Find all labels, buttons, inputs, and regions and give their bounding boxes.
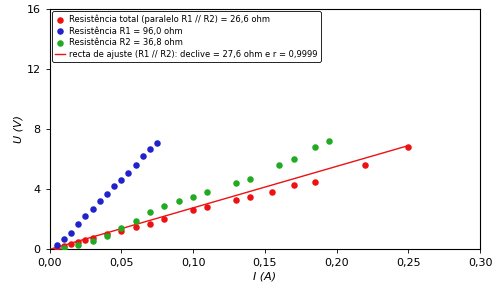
Resistência total (paralelo R1 // R2) = 26,6 ohm [189, 208, 197, 213]
Resistência R2 = 36,8 ohm [160, 204, 168, 208]
Resistência R2 = 36,8 ohm [203, 190, 211, 195]
Resistência total (paralelo R1 // R2) = 26,6 ohm [232, 197, 240, 202]
Resistência total (paralelo R1 // R2) = 26,6 ohm [311, 180, 319, 184]
Resistência R1 = 96,0 ohm [117, 178, 125, 182]
Resistência R1 = 96,0 ohm [74, 222, 82, 226]
Resistência R1 = 96,0 ohm [67, 231, 75, 235]
Resistência total (paralelo R1 // R2) = 26,6 ohm [247, 194, 254, 199]
Resistência total (paralelo R1 // R2) = 26,6 ohm [89, 236, 97, 240]
Resistência R2 = 36,8 ohm [275, 163, 283, 168]
Resistência total (paralelo R1 // R2) = 26,6 ohm [290, 182, 297, 187]
Resistência R1 = 96,0 ohm [153, 140, 161, 145]
Resistência R2 = 36,8 ohm [146, 209, 154, 214]
Y-axis label: U (V): U (V) [13, 115, 24, 143]
Resistência R2 = 36,8 ohm [103, 233, 111, 238]
Resistência total (paralelo R1 // R2) = 26,6 ohm [74, 240, 82, 244]
X-axis label: I (A): I (A) [253, 271, 276, 281]
Resistência R1 = 96,0 ohm [146, 146, 154, 151]
Resistência R1 = 96,0 ohm [132, 163, 140, 168]
Resistência total (paralelo R1 // R2) = 26,6 ohm [103, 232, 111, 237]
Resistência R2 = 36,8 ohm [232, 181, 240, 186]
Resistência R1 = 96,0 ohm [110, 184, 118, 189]
Resistência R2 = 36,8 ohm [132, 218, 140, 223]
Resistência total (paralelo R1 // R2) = 26,6 ohm [117, 229, 125, 234]
Resistência R1 = 96,0 ohm [124, 170, 132, 175]
Resistência total (paralelo R1 // R2) = 26,6 ohm [404, 145, 412, 149]
Resistência R2 = 36,8 ohm [326, 139, 334, 143]
Resistência R1 = 96,0 ohm [139, 154, 147, 158]
Resistência R1 = 96,0 ohm [60, 237, 68, 241]
Resistência total (paralelo R1 // R2) = 26,6 ohm [132, 224, 140, 229]
Resistência R2 = 36,8 ohm [74, 242, 82, 247]
Resistência R2 = 36,8 ohm [60, 246, 68, 250]
Resistência R1 = 96,0 ohm [89, 206, 97, 211]
Resistência total (paralelo R1 // R2) = 26,6 ohm [146, 222, 154, 226]
Resistência R1 = 96,0 ohm [96, 199, 104, 204]
Resistência total (paralelo R1 // R2) = 26,6 ohm [268, 190, 276, 195]
Resistência total (paralelo R1 // R2) = 26,6 ohm [67, 242, 75, 246]
Resistência total (paralelo R1 // R2) = 26,6 ohm [60, 244, 68, 249]
Resistência R2 = 36,8 ohm [189, 194, 197, 199]
Resistência total (paralelo R1 // R2) = 26,6 ohm [53, 246, 60, 250]
Resistência R2 = 36,8 ohm [117, 226, 125, 231]
Resistência R1 = 96,0 ohm [81, 214, 90, 219]
Resistência R2 = 36,8 ohm [311, 145, 319, 149]
Resistência R2 = 36,8 ohm [175, 199, 183, 204]
Resistência total (paralelo R1 // R2) = 26,6 ohm [160, 217, 168, 222]
Legend: Resistência total (paralelo R1 // R2) = 26,6 ohm, Resistência R1 = 96,0 ohm, Res: Resistência total (paralelo R1 // R2) = … [52, 11, 320, 62]
Resistência R2 = 36,8 ohm [89, 239, 97, 243]
Resistência R1 = 96,0 ohm [53, 242, 60, 247]
Resistência R2 = 36,8 ohm [290, 157, 297, 162]
Resistência total (paralelo R1 // R2) = 26,6 ohm [361, 163, 369, 168]
Resistência total (paralelo R1 // R2) = 26,6 ohm [203, 205, 211, 210]
Resistência R1 = 96,0 ohm [103, 191, 111, 196]
Resistência R2 = 36,8 ohm [247, 176, 254, 181]
Resistência total (paralelo R1 // R2) = 26,6 ohm [81, 238, 90, 243]
